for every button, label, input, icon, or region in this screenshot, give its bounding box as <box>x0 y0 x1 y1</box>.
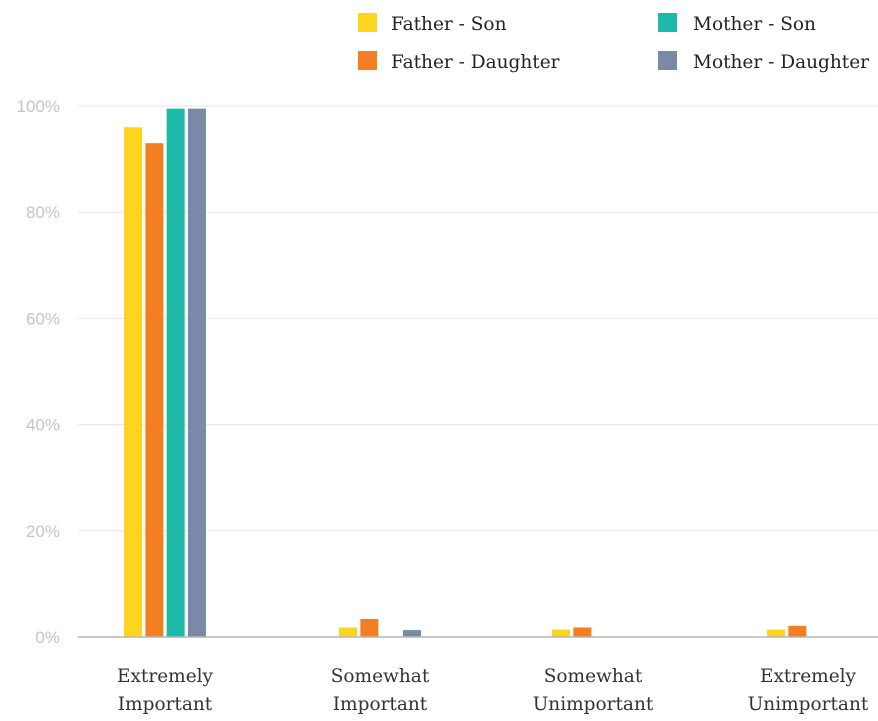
x-axis-labels: Extremely Important Somewhat Important Somew… <box>117 666 869 715</box>
legend-label: Father - Daughter <box>391 52 560 73</box>
x-category-label: Somewhat <box>331 666 430 687</box>
bar <box>573 627 591 637</box>
bar <box>360 619 378 637</box>
bars <box>124 109 806 637</box>
y-tick-label: 0% <box>35 628 60 647</box>
x-category-label: Unimportant <box>748 694 869 715</box>
x-category-label: Important <box>118 694 213 715</box>
legend-label: Father - Son <box>391 14 507 35</box>
y-tick-label: 80% <box>26 203 60 222</box>
y-tick-label: 40% <box>26 416 60 435</box>
legend-swatch <box>358 13 377 32</box>
bar <box>145 143 163 637</box>
x-category-label: Unimportant <box>533 694 654 715</box>
bar <box>403 630 421 637</box>
bar <box>767 630 785 637</box>
x-category-label: Extremely <box>760 666 857 687</box>
legend: Father - Son Father - Daughter Mother - So… <box>358 13 869 73</box>
y-tick-label: 100% <box>17 97 60 116</box>
legend-label: Mother - Son <box>693 14 816 35</box>
x-category-label: Somewhat <box>544 666 643 687</box>
legend-swatch <box>658 13 677 32</box>
y-tick-label: 60% <box>26 309 60 328</box>
legend-label: Mother - Daughter <box>693 52 869 73</box>
bar <box>339 627 357 637</box>
x-category-label: Extremely <box>117 666 214 687</box>
y-axis: 0% 20% 40% 60% 80% 100% <box>17 97 60 647</box>
bar <box>552 630 570 637</box>
legend-swatch <box>658 51 677 70</box>
bar <box>167 109 185 637</box>
legend-swatch <box>358 51 377 70</box>
y-tick-label: 20% <box>26 522 60 541</box>
x-category-label: Important <box>333 694 428 715</box>
bar <box>124 127 142 637</box>
bar <box>188 109 206 637</box>
bar <box>788 626 806 637</box>
